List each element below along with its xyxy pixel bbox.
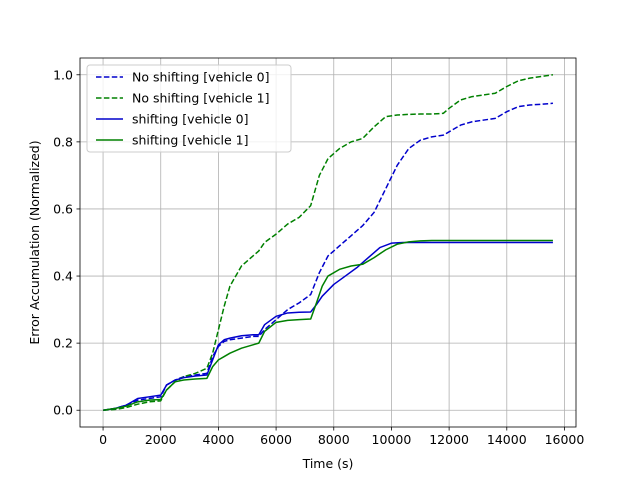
y-tick-label: 0.2 [53,336,73,351]
x-tick-label: 14000 [487,432,527,447]
legend-entry-label: shifting [vehicle 0] [132,112,249,127]
y-tick-label: 0.0 [53,403,73,418]
x-tick-label: 2000 [145,432,177,447]
series-line-0 [102,102,553,411]
plot-frame [79,57,577,428]
legend-entry-label: No shifting [vehicle 1] [132,91,269,106]
legend-entry-label: shifting [vehicle 1] [132,133,249,148]
legend-entry-label: No shifting [vehicle 0] [132,70,269,85]
x-tick-label: 10000 [372,432,412,447]
x-axis-ticks: 0 2000 4000 6000 8000 10000 12000 14000 16000 [99,427,584,447]
y-axis-label: Error Accumulation (Normalized) [27,140,42,344]
x-tick-label: 12000 [429,432,469,447]
x-tick-label: 8000 [318,432,350,447]
series-layer [102,74,554,411]
legend-box [86,64,292,153]
x-axis-label: Time (s) [302,456,354,471]
x-tick-label: 0 [99,432,107,447]
series-line-2 [102,241,553,411]
x-tick-label: 16000 [545,432,585,447]
y-tick-label: 1.0 [53,67,73,82]
y-tick-label: 0.6 [53,201,73,216]
y-tick-label: 0.4 [53,269,73,284]
y-tick-label: 0.8 [53,134,73,149]
x-tick-label: 4000 [203,432,235,447]
y-axis-ticks: 0.0 0.2 0.4 0.6 0.8 1.0 [53,67,80,418]
series-line-3 [102,239,553,411]
series-line-1 [103,74,554,411]
legend: No shifting [vehicle 0] No shifting [vehi… [86,64,292,153]
x-tick-label: 6000 [260,432,292,447]
